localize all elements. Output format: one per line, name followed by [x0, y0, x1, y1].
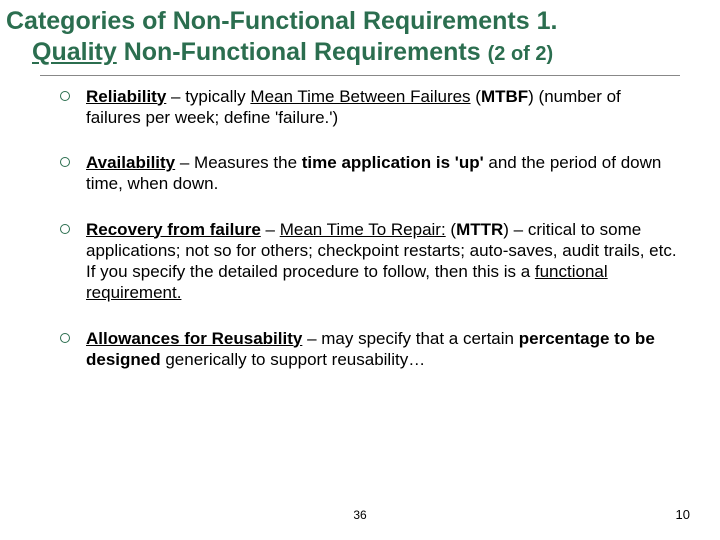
- item-body: Allowances for Reusability – may specify…: [86, 328, 680, 371]
- item-lead: Reliability: [86, 87, 166, 106]
- item-body: Reliability – typically Mean Time Betwee…: [86, 86, 680, 129]
- list-item: Recovery from failure – Mean Time To Rep…: [60, 219, 680, 304]
- circle-bullet-icon: [60, 91, 70, 101]
- title-pre: Categories of Non-Functional Requirement…: [6, 7, 537, 35]
- t: time application is 'up': [302, 153, 484, 172]
- t: – may specify that a certain: [302, 329, 518, 348]
- t: – typically: [166, 87, 250, 106]
- circle-bullet-icon: [60, 224, 70, 234]
- circle-bullet-icon: [60, 333, 70, 343]
- list-item: Reliability – typically Mean Time Betwee…: [60, 86, 680, 129]
- t: – Measures the: [175, 153, 302, 172]
- title-subpart: (2 of 2): [488, 43, 554, 65]
- title-num: 1.: [537, 7, 558, 35]
- list-item: Availability – Measures the time applica…: [60, 152, 680, 195]
- item-lead: Recovery from failure: [86, 220, 261, 239]
- t: Mean Time To Repair:: [280, 220, 446, 239]
- title-line-2: Quality Non-Functional Requirements (2 o…: [6, 37, 710, 68]
- t: (: [446, 220, 456, 239]
- item-lead: Availability: [86, 153, 175, 172]
- item-body: Availability – Measures the time applica…: [86, 152, 680, 195]
- t: generically to support reusability…: [161, 350, 426, 369]
- t: (: [471, 87, 481, 106]
- t: MTTR: [456, 220, 503, 239]
- slide-title: Categories of Non-Functional Requirement…: [0, 0, 720, 69]
- slide-number-center: 36: [0, 508, 720, 522]
- circle-bullet-icon: [60, 157, 70, 167]
- t: –: [261, 220, 280, 239]
- t: MTBF: [481, 87, 528, 106]
- t: Mean Time Between Failures: [250, 87, 470, 106]
- title-quality: Quality: [32, 38, 117, 66]
- title-line-1: Categories of Non-Functional Requirement…: [6, 6, 710, 37]
- slide-number-right: 10: [676, 507, 690, 522]
- slide: Categories of Non-Functional Requirement…: [0, 0, 720, 540]
- list-item: Allowances for Reusability – may specify…: [60, 328, 680, 371]
- item-lead: Allowances for Reusability: [86, 329, 302, 348]
- title-rest: Non-Functional Requirements: [117, 38, 488, 66]
- bullet-list: Reliability – typically Mean Time Betwee…: [0, 76, 720, 371]
- item-body: Recovery from failure – Mean Time To Rep…: [86, 219, 680, 304]
